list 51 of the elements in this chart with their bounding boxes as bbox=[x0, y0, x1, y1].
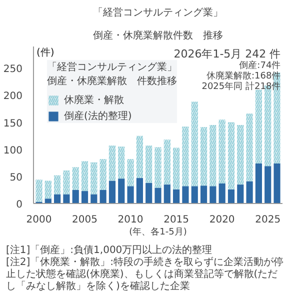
bar bbox=[200, 186, 208, 204]
annotation: 2026年1-5月 242 件 bbox=[174, 48, 281, 61]
bar bbox=[218, 183, 226, 204]
bar bbox=[255, 163, 262, 204]
x-tick-label: 2005 bbox=[72, 214, 98, 226]
bar bbox=[246, 181, 253, 204]
bar bbox=[274, 163, 280, 204]
x-tick-label: 2000 bbox=[26, 214, 52, 226]
bar bbox=[63, 194, 70, 204]
x-tick-label: 2010 bbox=[118, 214, 144, 226]
bar bbox=[90, 194, 98, 204]
bar bbox=[44, 198, 52, 204]
x-tick-label: 2020 bbox=[209, 214, 235, 226]
bar bbox=[146, 182, 152, 204]
chart-title: 「経営コンサルティング業」 bbox=[93, 6, 223, 18]
chart-subtitle: 倒産・休廃業解散件数 推移 bbox=[93, 30, 223, 42]
bar bbox=[210, 186, 216, 204]
bar bbox=[54, 194, 61, 204]
y-tick-label: 100 bbox=[3, 145, 23, 156]
bar bbox=[127, 186, 134, 204]
y-tick-label: 250 bbox=[3, 64, 23, 76]
y-tick-label: 150 bbox=[3, 118, 23, 130]
legend-label: 休廃業・解散 bbox=[64, 94, 124, 107]
bar bbox=[81, 191, 88, 204]
bar bbox=[228, 189, 235, 204]
bar bbox=[191, 186, 198, 204]
bar bbox=[136, 178, 143, 204]
bar bbox=[72, 190, 79, 204]
y-tick-label: 200 bbox=[3, 91, 23, 102]
bar bbox=[173, 189, 180, 204]
bar bbox=[264, 166, 272, 204]
bar bbox=[237, 184, 244, 204]
y-tick-label: 50 bbox=[10, 172, 23, 184]
bar bbox=[118, 178, 125, 204]
x-axis-title: (年、各1-5月) bbox=[129, 226, 187, 238]
bar bbox=[182, 186, 189, 204]
bar bbox=[154, 188, 162, 204]
annotation: 休廃業解散:168件 bbox=[206, 70, 281, 82]
text: [注1]「倒産」:負債1,000万円以上の法的整理 bbox=[6, 245, 212, 256]
legend-title: 「経営コンサルティング業」倒産・休廃業解散 件数推移 bbox=[47, 60, 177, 88]
x-tick-label: 2025 bbox=[255, 214, 281, 226]
text: [注2]「休廃業・解散」:特段の手続きを取らずに企業活動が停止した状態を確認(休廃業)、もしくは商業登記等で解散(ただし「みなし解散」を除く)を確認した企業 bbox=[6, 257, 284, 292]
y-tick-label: 0 bbox=[16, 200, 23, 210]
bar bbox=[100, 190, 106, 204]
annotation: 2025年同 計218件 bbox=[202, 80, 281, 92]
x-tick-label: 2015 bbox=[164, 214, 190, 226]
annotation: 倒産:74件 bbox=[239, 60, 281, 72]
legend-label: 倒産(法的整理) bbox=[64, 110, 132, 123]
y-axis-title: (件) bbox=[36, 48, 54, 58]
bar bbox=[164, 184, 170, 204]
bar bbox=[108, 180, 116, 204]
